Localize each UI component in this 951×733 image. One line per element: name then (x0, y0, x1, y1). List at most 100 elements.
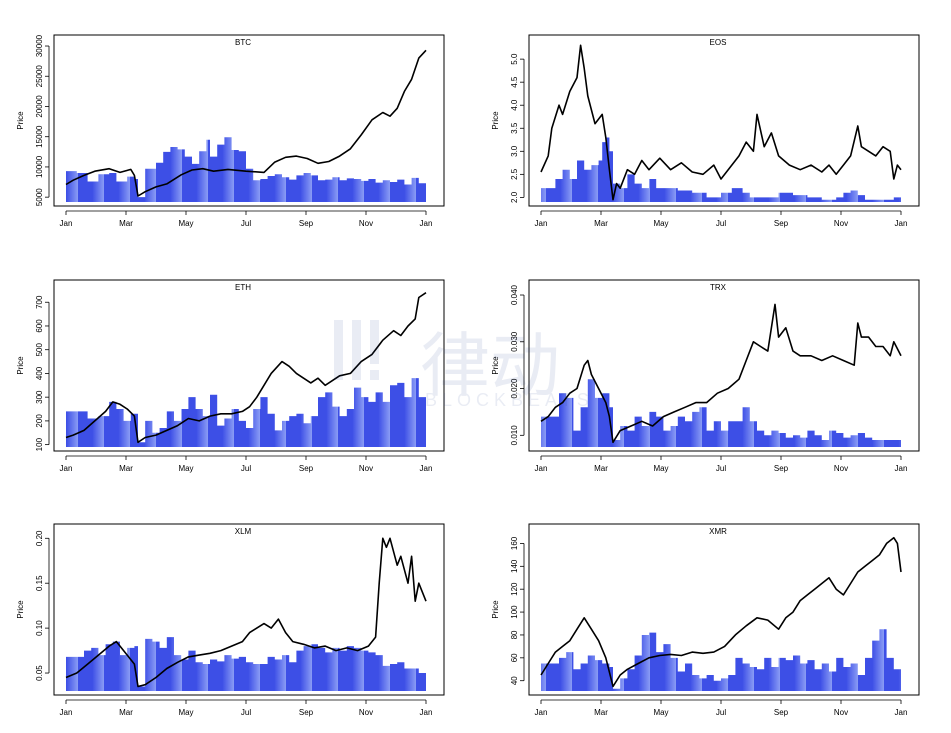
volume-area (541, 629, 901, 691)
x-tick-label: Mar (594, 464, 608, 473)
x-tick-label: Nov (359, 464, 373, 473)
y-tick-label: 40 (510, 676, 519, 685)
y-tick-label: 4.5 (510, 76, 519, 88)
x-tick-label: Jul (241, 464, 251, 473)
x-tick-label: Jul (241, 219, 251, 228)
y-tick-label: 2.0 (510, 191, 519, 203)
chart-title: ETH (235, 283, 251, 292)
y-tick-label: 0.030 (510, 331, 519, 352)
chart-panel-xmr: XMR Price 40 60 80 100 120 140 160 Jan Mar May Jul Se… (491, 523, 920, 717)
y-tick-label: 0.05 (35, 665, 44, 681)
x-tick-label: May (653, 708, 668, 717)
chart-title: XMR (709, 527, 727, 536)
x-tick-label: Jan (535, 464, 548, 473)
x-tick-label: Sep (774, 219, 789, 228)
volume-area (541, 379, 901, 447)
x-tick-label: Mar (594, 219, 608, 228)
y-axis-label: Price (16, 356, 25, 375)
x-tick-label: May (653, 219, 668, 228)
y-tick-label: 5000 (35, 188, 44, 206)
plot-frame (528, 279, 920, 452)
plot-frame (53, 279, 445, 452)
y-axis-label: Price (491, 600, 500, 619)
y-tick-label: 100 (35, 437, 44, 451)
y-tick-label: 200 (35, 414, 44, 428)
x-tick-label: Mar (119, 464, 133, 473)
y-tick-label: 100 (510, 605, 519, 619)
y-axis-label: Price (491, 356, 500, 375)
y-tick-label: 140 (510, 559, 519, 573)
y-tick-label: 500 (35, 342, 44, 356)
x-tick-label: Jul (716, 464, 726, 473)
y-tick-label: 0.15 (35, 575, 44, 591)
x-tick-label: Sep (774, 464, 789, 473)
x-tick-label: Jan (535, 219, 548, 228)
x-tick-label: Sep (299, 708, 314, 717)
y-tick-label: 0.20 (35, 530, 44, 546)
chart-panel-xlm: XLM Price 0.05 0.10 0.15 0.20 Jan Mar May Jul Sep N… (16, 523, 445, 717)
plot-frame (53, 523, 445, 696)
volume-area (66, 378, 426, 447)
y-axis-label: Price (16, 111, 25, 130)
y-axis-label: Price (491, 111, 500, 130)
chart-panel-eos: EOS Price 2.0 2.5 3.0 3.5 4.0 4.5 5.0 Jan Mar May Ju… (491, 34, 920, 228)
volume-area (66, 137, 426, 202)
price-line (65, 49, 427, 197)
price-line (65, 537, 427, 688)
price-line (65, 292, 427, 444)
x-tick-label: Jul (716, 708, 726, 717)
y-tick-label: 3.0 (510, 145, 519, 157)
x-tick-label: May (178, 708, 193, 717)
price-line (540, 536, 902, 688)
chart-title: TRX (710, 283, 727, 292)
y-tick-label: 0.010 (510, 425, 519, 446)
y-tick-label: 400 (35, 366, 44, 380)
y-tick-label: 600 (35, 319, 44, 333)
plot-frame (53, 34, 445, 207)
y-tick-label: 80 (510, 630, 519, 639)
x-tick-label: Jan (60, 708, 73, 717)
chart-title: XLM (235, 527, 252, 536)
x-tick-label: Jan (60, 219, 73, 228)
x-tick-label: Nov (359, 219, 373, 228)
x-tick-label: Jan (60, 464, 73, 473)
plot-frame (528, 34, 920, 207)
y-tick-label: 0.10 (35, 620, 44, 636)
chart-title: EOS (710, 38, 727, 47)
y-tick-label: 160 (510, 536, 519, 550)
x-tick-label: Mar (119, 219, 133, 228)
y-axis-label: Price (16, 600, 25, 619)
y-tick-label: 15000 (35, 125, 44, 148)
volume-area (541, 137, 901, 202)
x-tick-label: Jan (420, 464, 433, 473)
y-tick-label: 2.5 (510, 168, 519, 180)
x-tick-label: Jan (420, 708, 433, 717)
y-tick-label: 60 (510, 653, 519, 662)
x-tick-label: Sep (299, 219, 314, 228)
y-tick-label: 30000 (35, 34, 44, 57)
x-tick-label: Jul (241, 708, 251, 717)
x-tick-label: Nov (834, 708, 848, 717)
x-tick-label: Jul (716, 219, 726, 228)
price-line (540, 44, 902, 201)
x-tick-label: Nov (834, 219, 848, 228)
chart-panel-eth: ETH Price 100 200 300 400 500 600 700 Jan Mar May Ju… (16, 279, 445, 473)
x-tick-label: Sep (774, 708, 789, 717)
y-tick-label: 0.040 (510, 284, 519, 305)
y-tick-label: 25000 (35, 65, 44, 88)
y-tick-label: 5.0 (510, 53, 519, 65)
y-tick-label: 700 (35, 295, 44, 309)
x-tick-label: Jan (420, 219, 433, 228)
x-tick-label: Jan (895, 708, 908, 717)
y-tick-label: 3.5 (510, 122, 519, 134)
chart-title: BTC (235, 38, 251, 47)
chart-panel-btc: BTC Price 5000 10000 15000 20000 25000 30000 Jan… (16, 34, 445, 228)
x-tick-label: Mar (594, 708, 608, 717)
x-tick-label: May (653, 464, 668, 473)
price-line (540, 303, 902, 444)
x-tick-label: Jan (895, 464, 908, 473)
chart-panel-trx: TRX Price 0.010 0.020 0.030 0.040 Jan Mar May Jul… (491, 279, 920, 473)
y-tick-label: 4.0 (510, 99, 519, 111)
y-tick-label: 0.020 (510, 378, 519, 399)
